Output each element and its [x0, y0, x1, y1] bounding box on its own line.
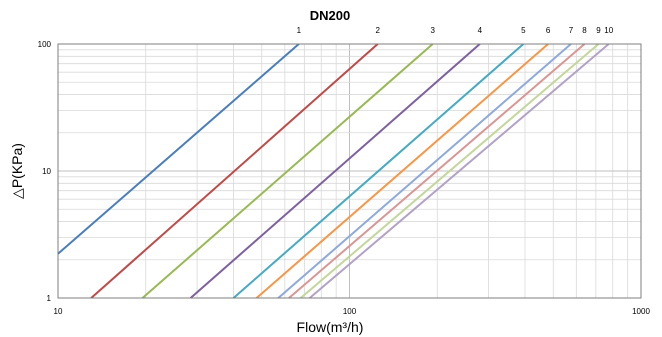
- series-line-5: [232, 43, 525, 299]
- series-label-6: 6: [546, 26, 551, 35]
- series-lines: [57, 43, 610, 299]
- series-label-8: 8: [582, 26, 587, 35]
- series-line-6: [255, 43, 549, 299]
- series-label-10: 10: [604, 26, 613, 35]
- y-tick-labels: 1 10 100: [38, 40, 52, 303]
- y-tick-label: 1: [47, 294, 52, 303]
- x-tick-label: 100: [343, 307, 357, 316]
- x-tick-labels: 10 100 1000: [54, 307, 651, 316]
- series-label-2: 2: [376, 26, 381, 35]
- series-line-9: [300, 43, 600, 299]
- series-line-2: [90, 43, 379, 299]
- series-label-4: 4: [478, 26, 483, 35]
- series-line-3: [141, 43, 434, 299]
- grid: [57, 43, 642, 299]
- x-tick-label: 10: [54, 307, 63, 316]
- series-line-4: [189, 43, 481, 299]
- y-axis-title: △P(KPa): [9, 143, 25, 199]
- series-label-5: 5: [521, 26, 526, 35]
- series-line-1: [57, 43, 300, 255]
- series-line-8: [288, 43, 586, 299]
- y-tick-label: 100: [38, 40, 52, 49]
- x-axis-title: Flow(m³/h): [297, 319, 364, 335]
- series-line-7: [277, 43, 572, 299]
- x-tick-label: 1000: [632, 307, 650, 316]
- y-tick-label: 10: [42, 167, 51, 176]
- series-labels: 1 2 3 4 5 6 7 8 9 10: [297, 26, 614, 35]
- series-label-7: 7: [569, 26, 574, 35]
- series-line-10: [309, 43, 610, 299]
- series-label-9: 9: [596, 26, 601, 35]
- chart-title: DN200: [310, 8, 350, 23]
- plot-area: [57, 43, 642, 299]
- series-label-3: 3: [431, 26, 436, 35]
- series-label-1: 1: [297, 26, 302, 35]
